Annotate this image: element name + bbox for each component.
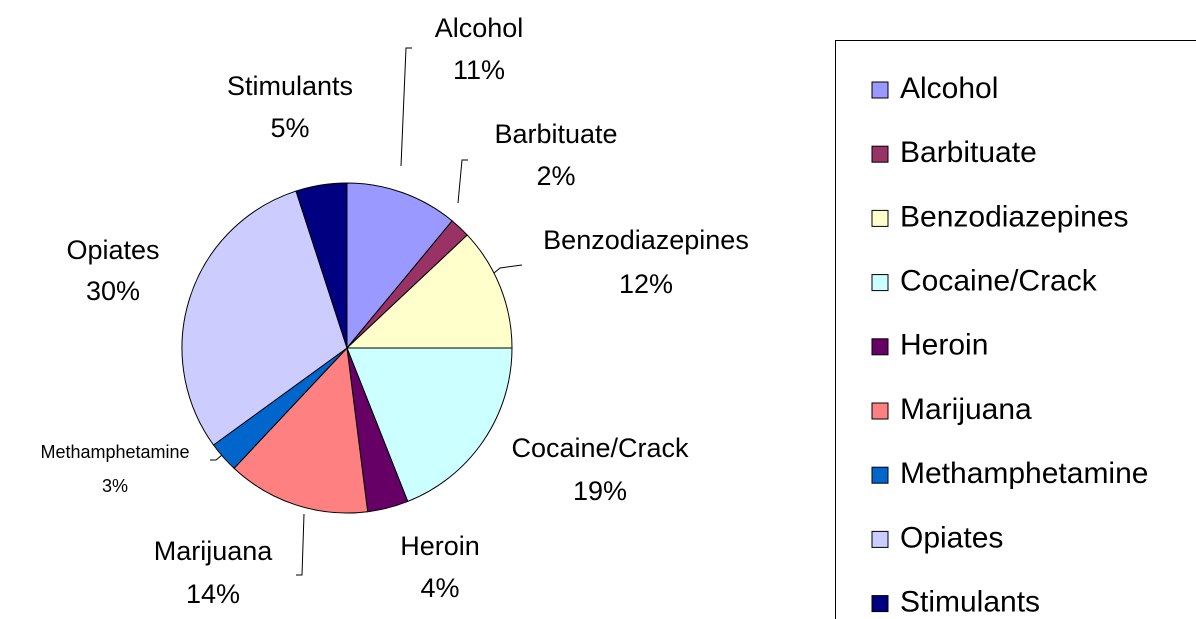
- legend-label: Marijuana: [900, 393, 1032, 426]
- legend-swatch: [871, 81, 889, 99]
- slice-label: Barbituate: [494, 119, 617, 149]
- legend-swatch: [871, 402, 889, 420]
- legend-label: Methamphetamine: [900, 457, 1148, 490]
- pie-slice: [345, 234, 513, 349]
- slice-label: Benzodiazepines: [543, 225, 749, 255]
- legend-swatch: [871, 595, 889, 613]
- slice-value-label: 4%: [420, 573, 459, 603]
- legend-label: Opiates: [900, 521, 1003, 554]
- slice-label: Heroin: [400, 531, 480, 561]
- slice-label: Opiates: [66, 235, 159, 265]
- legend-swatch: [871, 145, 889, 163]
- legend-box: [835, 40, 1196, 619]
- legend-label: Cocaine/Crack: [900, 265, 1098, 298]
- legend-label: Stimulants: [900, 586, 1040, 619]
- slice-value-label: 2%: [536, 161, 575, 191]
- slice-label: Alcohol: [435, 13, 524, 43]
- slice-value-label: 3%: [102, 476, 128, 496]
- legend-label: Barbituate: [900, 136, 1037, 169]
- legend-swatch: [871, 466, 889, 484]
- slice-value-label: 11%: [453, 55, 505, 85]
- slice-label: Cocaine/Crack: [511, 433, 689, 463]
- legend-swatch: [871, 274, 889, 292]
- legend-swatch: [871, 530, 889, 548]
- slice-value-label: 30%: [86, 276, 140, 306]
- slice-value-label: 12%: [619, 269, 673, 299]
- legend-label: Heroin: [900, 329, 988, 362]
- pie-slice: [346, 347, 513, 503]
- slice-value-label: 14%: [186, 579, 240, 609]
- slice-label: Methamphetamine: [40, 442, 189, 462]
- legend-label: Alcohol: [900, 72, 998, 105]
- leader-lines: [210, 47, 523, 576]
- legend-swatch: [871, 209, 889, 227]
- slice-label: Stimulants: [227, 71, 353, 101]
- pie-slice: [295, 182, 348, 349]
- slice-value-label: 19%: [573, 476, 627, 506]
- slice-value-label: 5%: [270, 113, 309, 143]
- legend-swatch: [871, 338, 889, 356]
- pie-slice: [346, 182, 453, 350]
- legend-label: Benzodiazepines: [900, 200, 1129, 233]
- pie-slice: [181, 190, 348, 446]
- slice-label: Marijuana: [154, 536, 274, 566]
- pie-slice: [233, 346, 369, 514]
